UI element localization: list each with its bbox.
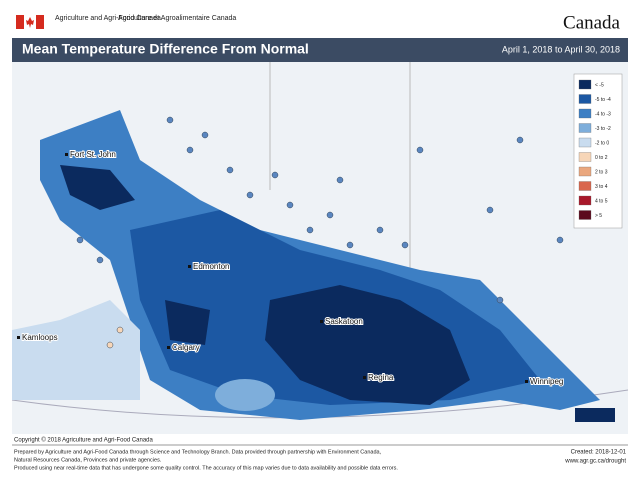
station: [286, 201, 294, 209]
legend: < -5 -5 to -4 -4 to -3 -3 to -2 -2 to 0 0 to …: [578, 79, 611, 220]
org-en: Agriculture and Agri-Food Canada: [55, 15, 161, 22]
station: [246, 191, 254, 199]
city-marker: [188, 265, 191, 268]
city-label: Regina: [368, 373, 394, 382]
station: [166, 116, 174, 124]
url: www.agr.gc.ca/drought: [564, 459, 626, 465]
city-label: Kamloops: [22, 333, 58, 342]
period: April 1, 2018 to April 30, 2018: [502, 44, 620, 54]
legend-label: < -5: [595, 82, 604, 88]
city-label: Fort St. John: [70, 150, 116, 159]
city-marker: [17, 336, 20, 339]
wordmark: Canada: [563, 12, 621, 33]
station: [106, 341, 114, 349]
station: [96, 256, 104, 264]
station: [226, 166, 234, 174]
city-label: Saskatoon: [325, 317, 363, 326]
region: [265, 285, 470, 405]
city-marker: [363, 376, 366, 379]
station: [116, 326, 124, 334]
city-marker: [525, 380, 528, 383]
city-label: Calgary: [172, 343, 200, 352]
org-fr: Agriculture et Agroalimentaire Canada: [118, 15, 236, 22]
footer-line: Prepared by Agriculture and Agri-Food Ca…: [14, 449, 382, 455]
station: [271, 171, 279, 179]
city-marker: [167, 346, 170, 349]
station: [346, 241, 354, 249]
city-marker: [320, 320, 323, 323]
station: [496, 296, 504, 304]
legend-swatch: [578, 79, 592, 90]
legend-label: 2 to 3: [595, 169, 608, 175]
legend-label: -5 to -4: [595, 97, 611, 103]
legend-swatch: [578, 94, 592, 104]
legend-swatch: [578, 108, 592, 119]
stations: [76, 116, 564, 349]
station: [201, 131, 209, 139]
station: [486, 206, 494, 214]
region: [165, 300, 210, 345]
legend-swatch: [578, 152, 592, 162]
footer-line: Produced using near real-time data that …: [14, 465, 398, 471]
legend-swatch: [578, 123, 592, 133]
region: [575, 408, 615, 422]
title: Mean Temperature Difference From Normal: [22, 41, 309, 57]
city-marker: [65, 153, 68, 156]
legend-label: 4 to 5: [595, 198, 608, 204]
title-bar: [12, 38, 628, 62]
city-label: Edmonton: [193, 262, 229, 271]
copyright: Copyright © 2018 Agriculture and Agri-Fo…: [14, 437, 154, 444]
legend-swatch: [578, 166, 592, 177]
station: [376, 226, 384, 234]
legend-swatch: [578, 137, 592, 148]
station: [326, 211, 334, 219]
station: [401, 241, 409, 249]
legend-label: > 5: [595, 213, 602, 219]
created: Created: 2018-12-01: [571, 450, 627, 456]
legend-label: -2 to 0: [595, 140, 609, 146]
map: [11, 62, 629, 434]
flag-bar: [16, 15, 24, 29]
flag-leaf: [26, 17, 34, 28]
city-label: Winnipeg: [530, 377, 563, 386]
flag-bar: [36, 15, 44, 29]
station: [186, 146, 194, 154]
legend-label: 0 to 2: [595, 155, 608, 161]
station: [336, 176, 344, 184]
legend-label: 3 to 4: [595, 184, 608, 190]
station: [516, 136, 524, 144]
legend-swatch: [578, 210, 592, 220]
station: [76, 236, 84, 244]
station: [416, 146, 424, 154]
station: [306, 226, 314, 234]
region: [12, 300, 140, 400]
region: [215, 379, 275, 411]
legend-swatch: [578, 195, 592, 206]
province-line: [269, 62, 411, 300]
footer-line: Natural Resources Canada, Provinces and …: [14, 457, 162, 463]
legend-label: -3 to -2: [595, 126, 611, 132]
legend-label: -4 to -3: [595, 111, 611, 117]
region: [60, 165, 135, 210]
legend-swatch: [578, 181, 592, 191]
station: [556, 236, 564, 244]
city-labels: Fort St. John Edmonton Kamloops Calgary Sask…: [17, 149, 564, 387]
